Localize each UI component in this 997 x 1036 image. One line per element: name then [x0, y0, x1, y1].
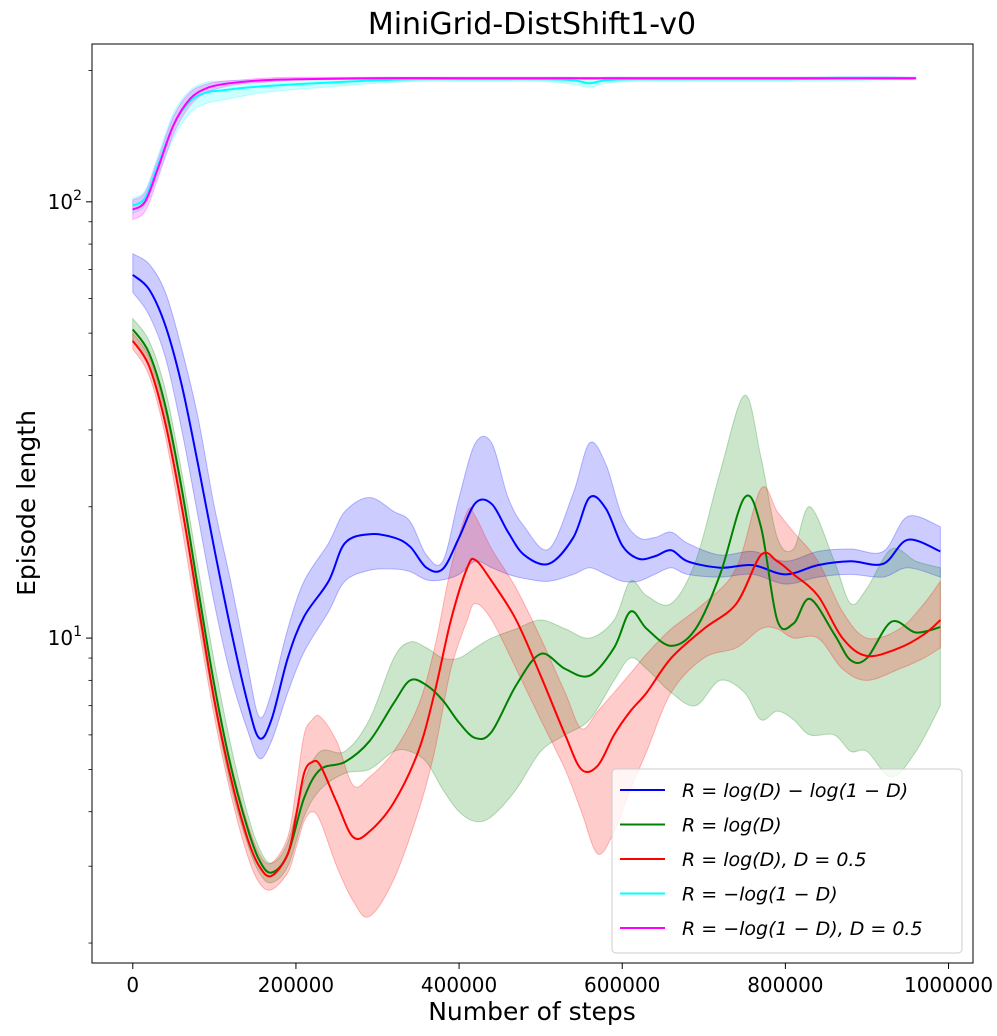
y-tick-label-0: 101: [48, 624, 82, 650]
series-line-4: [132, 77, 916, 211]
y-tick-base: 10: [48, 190, 73, 214]
y-axis-label: Episode length: [12, 410, 41, 596]
legend-box: [611, 768, 963, 954]
series-line-1: [131, 328, 941, 874]
x-tick-label-3: 600000: [584, 973, 660, 997]
x-tick-label-2: 400000: [421, 973, 497, 997]
plot-frame: [91, 43, 974, 964]
y-tick-exponent: 1: [73, 624, 82, 640]
x-tick-label-4: 800000: [747, 973, 823, 997]
series-band-1: [132, 317, 941, 884]
series-band-2: [132, 331, 941, 918]
series-line-0: [132, 274, 941, 740]
legend-label-4: R = −log(1 − D), D = 0.5: [682, 918, 923, 940]
legend-label-2: R = log(D), D = 0.5: [682, 849, 867, 871]
y-tick-label-1: 102: [48, 188, 82, 214]
legend: R = log(D) − log(1 − D) R = log(D) R = log…: [611, 768, 963, 954]
legend-label-0: R = log(D) − log(1 − D): [682, 780, 908, 802]
chart-title: MiniGrid-DistShift1-v0: [368, 7, 696, 42]
y-tick-base: 10: [48, 626, 73, 650]
series-band-0: [132, 252, 941, 760]
legend-label-3: R = −log(1 − D): [682, 884, 838, 906]
series-line-2: [131, 340, 942, 878]
series-band-4: [132, 76, 917, 221]
series-band-3: [132, 75, 917, 215]
legend-label-1: R = log(D): [682, 815, 782, 837]
series-lines: [131, 77, 942, 878]
series-line-3: [132, 77, 916, 207]
x-tick-label-0: 0: [126, 973, 139, 997]
x-axis-label: Number of steps: [428, 997, 636, 1026]
x-tick-label-1: 200000: [258, 973, 334, 997]
x-axis-ticks: 0 200000 400000 600000 800000 1000000: [126, 963, 993, 997]
y-tick-exponent: 2: [73, 188, 82, 204]
x-tick-label-5: 1000000: [904, 973, 993, 997]
